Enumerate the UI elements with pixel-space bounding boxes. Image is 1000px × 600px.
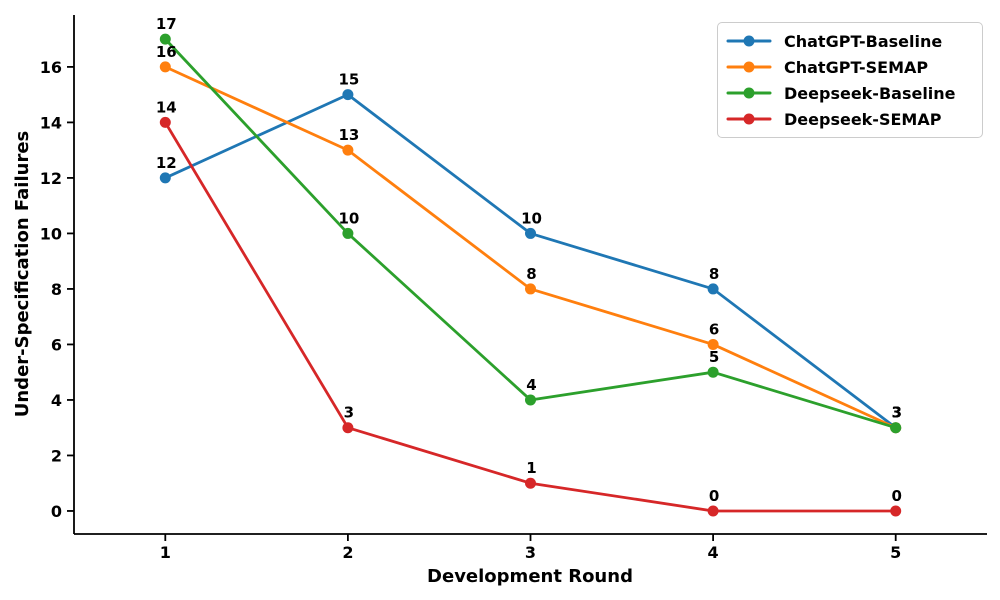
x-tick-label: 3 xyxy=(525,543,536,562)
legend-line-sample xyxy=(726,61,772,73)
point-value-label: 3 xyxy=(891,404,901,422)
data-point-marker xyxy=(159,61,171,73)
point-value-label: 13 xyxy=(338,126,359,144)
legend-item-chatgpt-baseline: ChatGPT-Baseline xyxy=(726,29,982,53)
series-line-deepseek-semap xyxy=(163,121,898,513)
legend-label: ChatGPT-SEMAP xyxy=(784,57,929,77)
data-point-marker xyxy=(159,172,171,184)
y-tick-label: 14 xyxy=(40,113,62,132)
legend: ChatGPT-Baseline ChatGPT-SEMAP Deepseek-Ba… xyxy=(717,22,983,138)
data-point-marker xyxy=(707,366,719,378)
data-point-marker xyxy=(342,422,354,434)
y-axis-title: Under-Specification Failures xyxy=(12,131,33,418)
legend-label: Deepseek-Baseline xyxy=(784,83,956,103)
point-value-label: 1 xyxy=(526,459,536,477)
data-point-marker xyxy=(342,89,354,101)
point-value-label: 3 xyxy=(344,404,354,422)
point-value-label: 5 xyxy=(709,348,719,366)
legend-line-sample xyxy=(726,35,772,47)
data-point-marker xyxy=(159,116,171,128)
x-tick-label: 5 xyxy=(890,543,901,562)
point-value-label: 0 xyxy=(891,487,901,505)
data-point-marker xyxy=(342,227,354,239)
y-tick-label: 8 xyxy=(51,280,62,299)
point-value-label: 0 xyxy=(709,487,719,505)
data-point-marker xyxy=(159,33,171,45)
point-value-label: 4 xyxy=(526,376,536,394)
x-axis-title: Development Round xyxy=(427,566,633,587)
y-tick-label: 0 xyxy=(51,502,62,521)
point-value-label: 3 xyxy=(891,404,901,422)
data-point-marker xyxy=(707,505,719,517)
y-tick-label: 2 xyxy=(51,446,62,465)
y-tick-label: 16 xyxy=(40,58,62,77)
y-tick-label: 4 xyxy=(51,391,62,410)
point-value-label: 8 xyxy=(709,265,719,283)
data-point-marker xyxy=(525,394,536,406)
legend-line-sample xyxy=(726,87,772,99)
data-point-marker xyxy=(707,338,719,350)
point-value-label: 3 xyxy=(891,404,901,422)
legend-item-chatgpt-semap: ChatGPT-SEMAP xyxy=(726,55,982,79)
point-value-label: 6 xyxy=(709,320,719,338)
point-value-label: 10 xyxy=(338,209,359,227)
legend-label: Deepseek-SEMAP xyxy=(784,109,942,129)
point-value-label: 14 xyxy=(156,98,177,116)
y-tick-label: 12 xyxy=(40,169,62,188)
legend-line-sample xyxy=(726,113,772,125)
data-point-marker xyxy=(342,144,354,156)
point-value-label: 15 xyxy=(338,71,359,89)
point-value-label: 17 xyxy=(156,15,177,33)
point-value-label: 8 xyxy=(526,265,536,283)
y-tick-label: 6 xyxy=(51,335,62,354)
x-tick-label: 1 xyxy=(160,543,171,562)
data-point-marker xyxy=(525,477,536,489)
y-tick-label: 10 xyxy=(40,224,62,243)
data-point-marker xyxy=(525,227,536,239)
data-point-marker xyxy=(707,283,719,295)
data-point-marker xyxy=(890,422,902,434)
data-point-marker xyxy=(525,283,536,295)
x-tick-label: 4 xyxy=(708,543,719,562)
point-value-label: 10 xyxy=(521,209,542,227)
legend-item-deepseek-baseline: Deepseek-Baseline xyxy=(726,81,982,105)
legend-item-deepseek-semap: Deepseek-SEMAP xyxy=(726,107,982,131)
data-point-marker xyxy=(890,505,902,517)
legend-label: ChatGPT-Baseline xyxy=(784,31,943,51)
point-value-label: 12 xyxy=(156,154,177,172)
point-value-label: 16 xyxy=(156,43,177,61)
x-tick-label: 2 xyxy=(342,543,353,562)
